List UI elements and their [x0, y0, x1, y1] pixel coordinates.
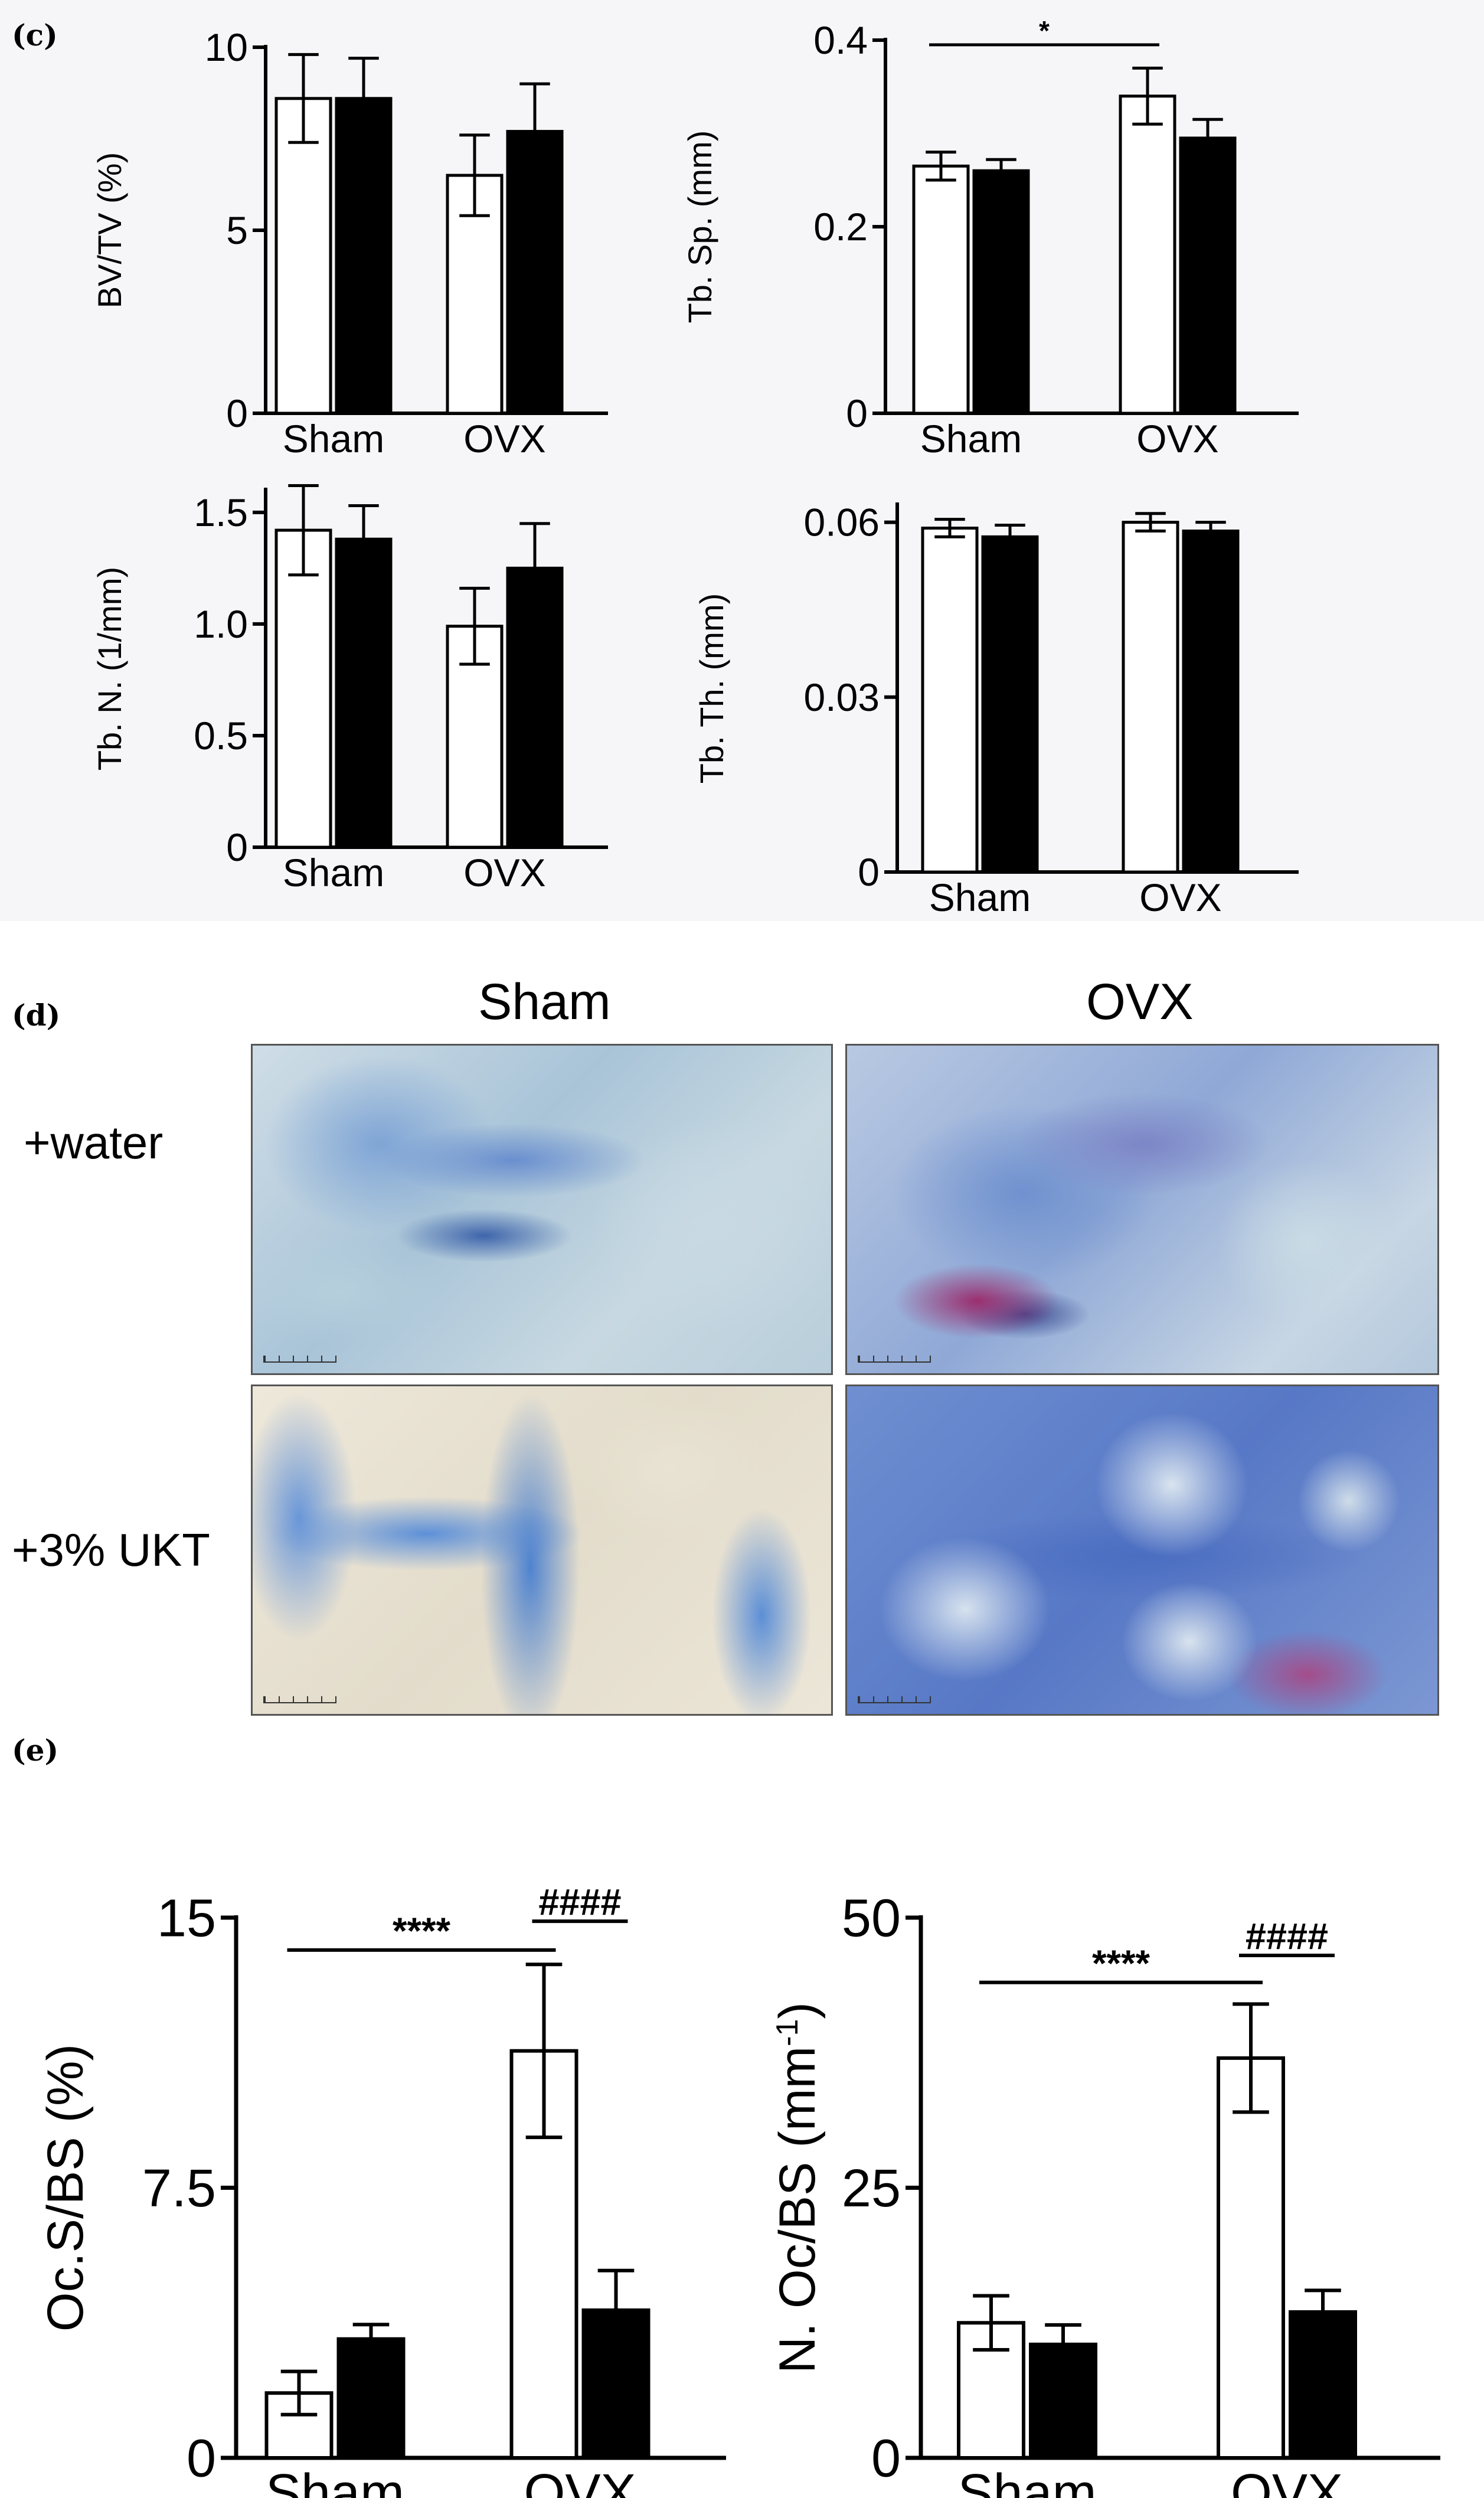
x-tick-label: OVX	[1231, 2464, 1343, 2498]
panel-label-d: (d)	[12, 998, 61, 1033]
x-tick-label: Sham	[266, 2464, 404, 2498]
y-tick-label: 7.5	[142, 2159, 216, 2218]
y-tick-label: 0	[187, 2430, 216, 2489]
row-label-ukt: +3% UKT	[12, 1524, 210, 1576]
y-axis-label-close: )	[769, 2002, 826, 2019]
y-tick-label: 0	[226, 391, 248, 435]
bar-chart-nocbs: 0 25 50 N. Oc/BS (mm-1) Sham OVX **** ####	[769, 1889, 1440, 2498]
panel-label-e: (e)	[12, 1733, 59, 1768]
bar-ovx-open	[1217, 2056, 1285, 2460]
y-tick-label: 0.4	[813, 18, 868, 62]
bar-ovx-filled	[1289, 2310, 1357, 2460]
bar-ovx-open	[509, 2049, 578, 2460]
col-label-ovx: OVX	[1086, 974, 1194, 1030]
x-tick-label: OVX	[1136, 417, 1218, 461]
x-tick-label: OVX	[463, 417, 545, 461]
bar-sham-open	[912, 164, 970, 415]
y-tick-label: 0.2	[813, 205, 868, 249]
bar-ovx-filled	[1182, 529, 1240, 874]
y-tick-label: 0.5	[194, 714, 248, 757]
scale-bar	[858, 1696, 931, 1703]
significance-label: *	[1039, 15, 1050, 46]
y-axis-label-main: Tb. Th. (mm)	[693, 593, 730, 784]
y-axis-label-main: BV/TV (%)	[91, 152, 128, 308]
y-tick-label: 0.06	[804, 501, 880, 544]
bar-chart-ocsbs: 0 7.5 15 Oc.S/BS (%) Sham OVX **** ####	[37, 1882, 726, 2498]
x-tick-label: Sham	[957, 2464, 1096, 2498]
x-tick-label: Sham	[283, 417, 384, 461]
bar-sham-open	[274, 528, 332, 849]
y-tick-label: 25	[842, 2159, 901, 2218]
bar-sham-filled	[972, 169, 1030, 415]
micrograph-ovx-ukt	[845, 1384, 1439, 1716]
x-tick-label: OVX	[524, 2464, 636, 2498]
y-axis-label: Oc.S/BS (%)	[37, 2044, 94, 2332]
y-tick-label: 0	[226, 825, 248, 869]
bar-chart-tbth: 0 0.03 0.06 Tb. Th. (mm) Sham OVX	[693, 501, 1299, 919]
significance-label: ####	[538, 1882, 621, 1923]
y-tick-label: 0	[846, 391, 868, 435]
x-tick-label: OVX	[463, 851, 545, 894]
bar-chart-tbn: 0 0.5 1.0 1.5 Tb. N. (1/mm) Sham OVX	[91, 484, 608, 894]
y-axis-label: Tb. Sp. (mm)	[681, 130, 718, 324]
y-tick-label: 0	[871, 2430, 901, 2489]
y-axis-label: Tb. Th. (mm)	[693, 593, 730, 784]
micrograph-ovx-water	[845, 1044, 1439, 1375]
y-tick-label: 15	[157, 1889, 216, 1948]
bar-sham-filled	[981, 535, 1039, 874]
y-axis-label-main: Tb. Sp. (mm)	[681, 130, 718, 324]
bar-sham-filled	[335, 97, 393, 415]
scale-bar	[263, 1696, 336, 1703]
y-tick-label: 50	[842, 1889, 901, 1948]
y-tick-label: 1.0	[194, 602, 248, 646]
y-tick-label: 0.03	[804, 675, 880, 719]
bar-sham-filled	[336, 2337, 406, 2460]
y-tick-label: 5	[226, 208, 248, 252]
scale-bar	[263, 1356, 336, 1363]
y-axis-label: N. Oc/BS (mm-1)	[769, 2002, 826, 2373]
bar-ovx-open	[1122, 521, 1179, 874]
y-tick-label: 0	[858, 850, 880, 894]
significance-label: ####	[1246, 1916, 1328, 1957]
x-tick-label: Sham	[920, 417, 1022, 461]
bar-ovx-filled	[506, 566, 564, 849]
y-axis-label-superscript: -1	[770, 2019, 805, 2046]
bar-chart-tbsp: 0 0.2 0.4 Tb. Sp. (mm) Sham OVX *	[681, 15, 1299, 461]
bar-chart-bvtv: 0 5 10 BV/TV (%) Sham OVX	[91, 25, 608, 461]
y-tick-label: 10	[205, 25, 248, 69]
bar-ovx-open	[1119, 94, 1176, 415]
y-axis-label: Tb. N. (1/mm)	[91, 567, 128, 770]
bar-sham-open	[921, 526, 979, 874]
x-tick-label: OVX	[1139, 876, 1221, 919]
y-axis-label-main: Tb. N. (1/mm)	[91, 567, 128, 770]
y-tick-label: 1.5	[194, 491, 248, 534]
panel-label-c: (c)	[12, 18, 58, 53]
x-tick-label: Sham	[283, 851, 384, 894]
scale-bar	[858, 1356, 931, 1363]
bar-sham-filled	[1029, 2342, 1097, 2460]
bar-sham-open	[274, 97, 332, 415]
col-label-sham: Sham	[478, 974, 611, 1030]
significance-label: ****	[1092, 1943, 1150, 1984]
bar-ovx-filled	[1179, 136, 1237, 415]
y-axis-label: BV/TV (%)	[91, 152, 128, 308]
bar-sham-filled	[335, 537, 393, 849]
row-label-water: +water	[24, 1116, 164, 1168]
micrograph-sham-water	[251, 1044, 833, 1375]
micrograph-sham-ukt	[251, 1384, 833, 1716]
x-tick-label: Sham	[929, 876, 1031, 919]
y-axis-label-main: Oc.S/BS (%)	[37, 2044, 94, 2332]
y-axis-label-main: N. Oc/BS (mm	[769, 2046, 826, 2373]
significance-label: ****	[393, 1911, 451, 1952]
